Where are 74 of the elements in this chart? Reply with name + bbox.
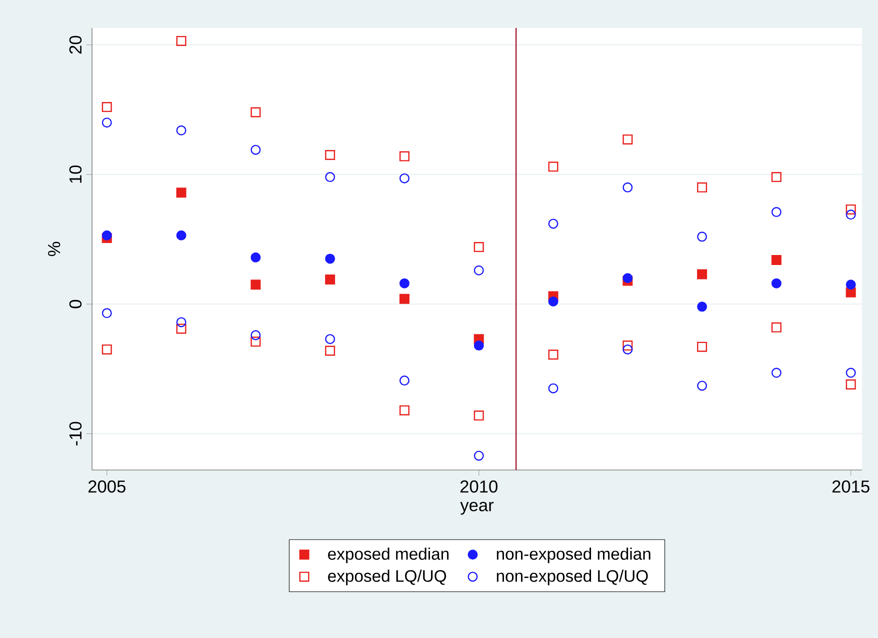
point <box>250 330 261 340</box>
point <box>325 150 336 160</box>
point <box>548 383 558 394</box>
point <box>771 207 782 218</box>
x-tick-label: 2005 <box>88 480 126 493</box>
point <box>474 340 484 351</box>
point <box>250 336 261 347</box>
point <box>771 322 782 332</box>
point <box>622 134 633 144</box>
legend-label: exposed LQ/UQ <box>328 570 446 586</box>
point <box>548 350 558 360</box>
point <box>325 334 336 344</box>
point <box>622 182 633 192</box>
y-tick-label: 0 <box>69 300 82 308</box>
point <box>622 344 633 354</box>
point <box>399 294 410 304</box>
y-tick-label: -10 <box>69 422 82 446</box>
point <box>325 346 336 356</box>
point <box>176 324 186 334</box>
y-axis-title: % <box>48 242 60 256</box>
point <box>474 410 484 421</box>
point <box>474 450 484 461</box>
point <box>846 204 856 214</box>
point <box>250 252 261 262</box>
point <box>399 405 410 416</box>
point <box>548 296 558 306</box>
point <box>846 210 856 220</box>
point <box>250 144 261 155</box>
point <box>176 317 186 328</box>
point <box>697 232 708 242</box>
point <box>250 107 261 118</box>
point <box>771 172 782 182</box>
point <box>176 125 186 136</box>
point <box>697 342 708 352</box>
point <box>102 118 112 128</box>
point <box>325 172 336 182</box>
point <box>102 102 112 112</box>
x-tick-label: 2010 <box>460 480 498 493</box>
point <box>697 302 708 312</box>
x-axis-title: year <box>460 502 494 515</box>
point <box>399 151 410 162</box>
point <box>771 368 782 378</box>
point <box>102 230 112 240</box>
point <box>399 173 410 184</box>
point <box>102 308 112 318</box>
point <box>399 278 410 288</box>
point <box>771 255 782 266</box>
point <box>176 230 186 240</box>
point <box>102 344 112 354</box>
point <box>846 280 856 290</box>
point <box>474 265 484 276</box>
point <box>548 218 558 229</box>
point <box>771 278 782 288</box>
x-tick-label: 2015 <box>832 480 870 493</box>
point <box>250 280 261 290</box>
point <box>846 379 856 390</box>
point <box>325 254 336 264</box>
point <box>697 269 708 280</box>
legend-label: non-exposed median <box>496 548 650 564</box>
point <box>176 36 186 46</box>
point <box>697 182 708 192</box>
point <box>697 380 708 391</box>
point <box>176 188 186 198</box>
y-tick-label: 20 <box>69 36 82 54</box>
y-tick-label: 10 <box>69 165 82 183</box>
legend-label: non-exposed LQ/UQ <box>496 570 648 586</box>
point <box>548 162 558 172</box>
point <box>399 376 410 386</box>
point <box>622 273 633 284</box>
point <box>622 340 633 351</box>
legend-label: exposed median <box>328 548 449 564</box>
point <box>846 368 856 378</box>
point <box>325 274 336 284</box>
point <box>474 242 484 252</box>
